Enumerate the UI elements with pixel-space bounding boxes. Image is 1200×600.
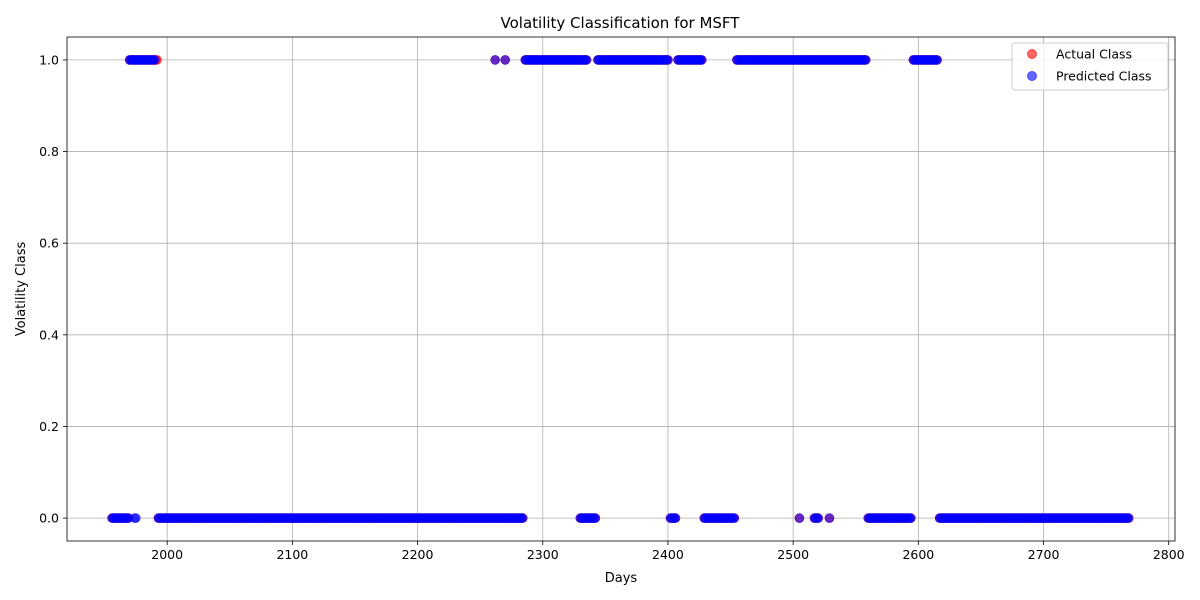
data-point: [663, 55, 673, 65]
data-point: [813, 513, 823, 523]
data-point: [906, 513, 916, 523]
x-tick-label: 2400: [652, 547, 684, 562]
x-tick-label: 2300: [527, 547, 559, 562]
y-tick-label: 0.2: [39, 419, 59, 434]
x-tick-label: 2000: [151, 547, 183, 562]
x-tick-label: 2100: [276, 547, 308, 562]
legend-marker-predicted: [1027, 71, 1037, 81]
legend-marker-actual: [1027, 49, 1037, 59]
x-axis-label: Days: [605, 571, 638, 586]
x-tick-label: 2600: [902, 547, 934, 562]
data-point: [131, 513, 141, 523]
x-tick-label: 2500: [777, 547, 809, 562]
plot-frame: [66, 36, 1176, 542]
data-point: [670, 513, 681, 523]
axis-ticks: 2000 2100 2200 2300 2400 2500 2600 2700 2800 0.0 0…: [39, 52, 1185, 562]
data-point: [517, 513, 528, 523]
y-tick-label: 0.6: [39, 236, 59, 251]
y-tick-label: 1.0: [39, 52, 59, 67]
y-axis-label: Volatility Class: [14, 242, 29, 337]
legend: Actual Class Predicted Class: [1011, 42, 1169, 91]
data-point: [696, 55, 707, 65]
data-point: [824, 513, 835, 523]
data-point: [1123, 513, 1134, 523]
data-points: [107, 55, 1134, 523]
x-tick-label: 2200: [402, 547, 434, 562]
y-tick-label: 0.8: [39, 144, 59, 159]
data-point: [149, 55, 160, 65]
x-tick-label: 2800: [1153, 547, 1185, 562]
y-tick-label: 0.4: [39, 327, 59, 342]
data-point: [860, 55, 871, 65]
data-point: [932, 55, 942, 65]
data-point: [729, 513, 740, 523]
legend-label-predicted: Predicted Class: [1056, 69, 1152, 84]
x-tick-label: 2700: [1028, 547, 1060, 562]
data-point: [500, 55, 510, 65]
series-predicted: [107, 55, 1134, 523]
y-tick-label: 0.0: [39, 511, 59, 526]
data-point: [490, 55, 500, 65]
data-point: [794, 513, 805, 523]
legend-label-actual: Actual Class: [1056, 47, 1132, 62]
legend-box: [1011, 42, 1169, 91]
data-point: [590, 513, 601, 523]
data-point: [581, 55, 592, 65]
chart-title: Volatility Classification for MSFT: [501, 14, 741, 32]
